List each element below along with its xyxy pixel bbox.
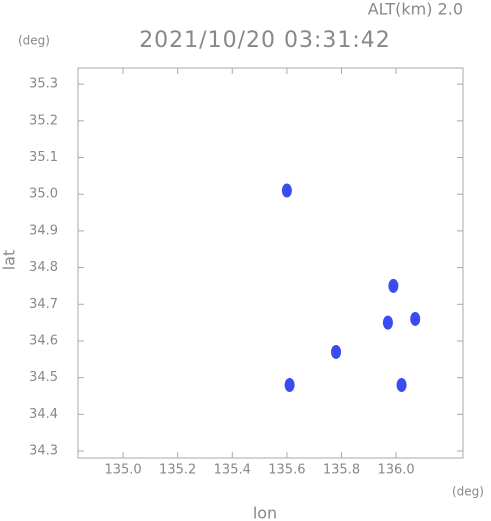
- x-tick-label: 135.8: [323, 463, 360, 478]
- y-tick-label: 34.4: [29, 407, 58, 422]
- altitude: ALT(km) 2.0: [368, 0, 463, 19]
- echo-point: [410, 311, 421, 326]
- plot-frame: [77, 67, 464, 459]
- x-tick-label: 135.2: [159, 463, 196, 478]
- y-tick-label: 34.9: [29, 223, 58, 238]
- y-tick-label: 35.2: [29, 113, 58, 128]
- y-tick-label: 34.6: [29, 333, 58, 348]
- y-tick-label: 34.7: [29, 297, 58, 312]
- echo-point: [331, 344, 342, 359]
- echo-point: [281, 183, 292, 198]
- echo-point: [388, 278, 399, 293]
- y-tick-label: 35.0: [29, 187, 58, 202]
- x-tick-label: 135.6: [268, 463, 305, 478]
- y-tick-label: 34.8: [29, 260, 58, 275]
- chart-title: 2021/10/20 03:31:42: [139, 28, 391, 53]
- echo-point: [284, 377, 295, 392]
- y-unit: (deg): [18, 34, 50, 48]
- y-tick-label: 35.1: [29, 150, 58, 165]
- x-tick-label: 135.0: [104, 463, 141, 478]
- y-axis-label: lat: [0, 250, 19, 271]
- y-tick-label: 35.3: [29, 77, 58, 92]
- x-unit: (deg): [452, 485, 484, 499]
- x-tick-label: 135.4: [214, 463, 251, 478]
- x-axis-label: lon: [253, 504, 277, 521]
- echo-point: [396, 377, 407, 392]
- y-tick-label: 34.5: [29, 370, 58, 385]
- x-tick-label: 136.0: [377, 463, 414, 478]
- echo-point: [382, 315, 393, 330]
- y-tick-label: 34.3: [29, 444, 58, 459]
